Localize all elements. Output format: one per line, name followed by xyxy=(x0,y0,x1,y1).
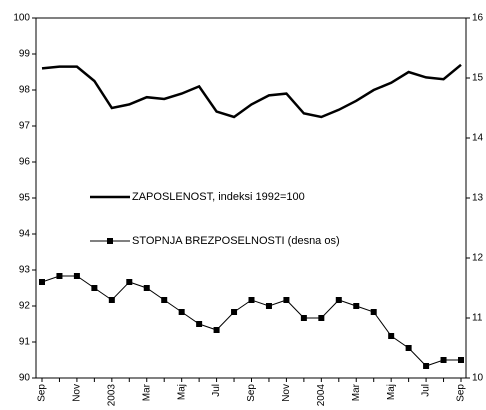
y-tick-label: 98 xyxy=(19,85,31,96)
x-tick-label: Maj xyxy=(386,384,397,400)
marker xyxy=(73,273,80,279)
y2-tick-label: 11 xyxy=(472,313,483,324)
marker xyxy=(318,315,325,321)
y-tick-label: 95 xyxy=(19,193,31,204)
marker xyxy=(440,357,447,363)
marker xyxy=(405,345,412,351)
y-tick-label: 94 xyxy=(19,229,31,240)
x-tick-label: Sep xyxy=(246,384,257,402)
y2-tick-label: 13 xyxy=(472,193,484,204)
marker xyxy=(370,309,377,315)
x-tick-label: Nov xyxy=(72,384,83,402)
legend-text: STOPNJA BREZPOSELNOSTI (desna os) xyxy=(132,235,340,247)
x-tick-label: 2004 xyxy=(316,384,327,407)
x-tick-label: Jul xyxy=(421,384,432,397)
y2-tick-label: 15 xyxy=(472,73,484,84)
y2-tick-label: 14 xyxy=(472,133,484,144)
legend-text: ZAPOSLENOST, indeksi 1992=100 xyxy=(132,191,305,203)
marker xyxy=(161,297,168,303)
marker xyxy=(283,297,290,303)
marker xyxy=(300,315,307,321)
marker xyxy=(91,285,98,291)
x-tick-label: Mar xyxy=(351,383,362,401)
y-tick-label: 99 xyxy=(19,49,31,60)
marker xyxy=(248,297,255,303)
y2-tick-label: 16 xyxy=(472,13,484,24)
marker xyxy=(108,297,115,303)
y2-tick-label: 10 xyxy=(472,373,484,384)
marker xyxy=(143,285,150,291)
marker xyxy=(388,333,395,339)
x-tick-label: 2003 xyxy=(106,384,117,407)
y2-tick-label: 12 xyxy=(472,253,484,264)
marker xyxy=(265,303,272,309)
x-tick-label: Mar xyxy=(141,383,152,401)
marker xyxy=(56,273,63,279)
x-tick-label: Jul xyxy=(211,384,222,397)
marker xyxy=(423,363,430,369)
marker xyxy=(39,279,45,285)
y-tick-label: 93 xyxy=(19,265,31,276)
y-tick-label: 90 xyxy=(19,373,31,384)
legend-marker xyxy=(107,238,113,244)
x-tick-label: Maj xyxy=(176,384,187,400)
marker xyxy=(196,321,203,327)
marker xyxy=(458,357,464,363)
series-line xyxy=(41,275,461,367)
y-tick-label: 91 xyxy=(19,337,31,348)
marker xyxy=(353,303,360,309)
y-tick-label: 92 xyxy=(19,301,31,312)
marker xyxy=(231,309,238,315)
marker xyxy=(126,279,133,285)
marker xyxy=(178,309,185,315)
y-tick-label: 96 xyxy=(19,157,31,168)
series-line xyxy=(41,63,462,119)
y-tick-label: 100 xyxy=(13,13,30,24)
marker xyxy=(213,327,220,333)
y-tick-label: 97 xyxy=(19,121,31,132)
x-tick-label: Sep xyxy=(456,384,467,402)
x-tick-label: Nov xyxy=(281,384,292,402)
x-tick-label: Sep xyxy=(37,384,48,402)
marker xyxy=(335,297,342,303)
